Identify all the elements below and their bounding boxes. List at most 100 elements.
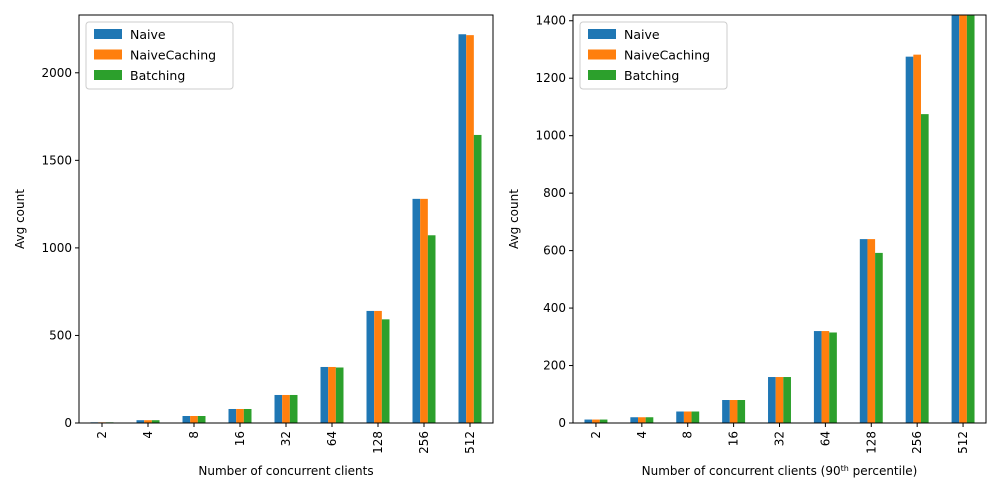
- x-tick-label: 32: [773, 431, 787, 446]
- bar-naive-4: [136, 420, 145, 423]
- bar-naivecaching-128: [374, 310, 382, 423]
- right-bars: [584, 15, 975, 423]
- legend-label-batching: Batching: [130, 68, 185, 83]
- right-y-axis-label: Avg count: [507, 189, 521, 249]
- bar-naive-256: [905, 56, 914, 423]
- bar-naivecaching-16: [729, 400, 738, 423]
- bar-batching-4: [645, 417, 654, 423]
- bar-naivecaching-256: [913, 54, 921, 423]
- right-chart: 0 200 400 600 800 1000 1200 1400 2 4 8 16 32 64 128 25…: [507, 14, 987, 479]
- bar-batching-512: [473, 134, 482, 423]
- x-tick-label: 256: [417, 431, 431, 454]
- bar-batching-256: [427, 235, 436, 423]
- legend-label-naivecaching: NaiveCaching: [624, 48, 710, 63]
- bar-naivecaching-32: [282, 394, 290, 423]
- bar-naive-16: [228, 408, 237, 423]
- bar-batching-8: [197, 416, 206, 423]
- bar-naivecaching-4: [144, 420, 152, 423]
- bar-batching-256: [920, 114, 929, 423]
- y-tick-label: 1400: [535, 14, 566, 28]
- bar-naive-16: [722, 400, 730, 423]
- left-chart: 0 500 1000 1500 2000 2 4 8 16 32 64 128 256 512 Avg …: [13, 14, 494, 478]
- bar-naivecaching-16: [236, 408, 244, 423]
- legend-label-batching: Batching: [624, 68, 679, 83]
- bar-batching-2: [599, 419, 608, 423]
- right-x-axis-label: Number of concurrent clients (90th perce…: [642, 464, 918, 479]
- right-y-axis: 0 200 400 600 800 1000 1200 1400: [535, 14, 573, 430]
- bar-batching-512: [966, 15, 975, 423]
- bar-naive-2: [584, 419, 593, 423]
- right-x-axis-label-sup: th: [841, 464, 849, 473]
- legend-swatch-batching: [94, 70, 122, 80]
- x-tick-label: 8: [187, 431, 201, 439]
- bar-naive-4: [630, 417, 639, 423]
- bar-naivecaching-32: [775, 377, 784, 423]
- bar-naive-8: [182, 416, 191, 423]
- legend-swatch-naive: [588, 29, 616, 39]
- bar-batching-128: [875, 252, 883, 423]
- y-tick-label: 0: [64, 416, 72, 430]
- right-legend: Naive NaiveCaching Batching: [579, 21, 728, 90]
- bar-batching-8: [691, 411, 700, 423]
- x-tick-label: 512: [463, 431, 477, 454]
- bar-batching-16: [243, 408, 252, 423]
- x-tick-label: 128: [864, 431, 878, 454]
- bar-naivecaching-128: [867, 239, 876, 423]
- left-bars: [90, 34, 482, 423]
- bar-naive-512: [458, 34, 467, 423]
- y-tick-label: 1500: [41, 153, 72, 167]
- x-tick-label: 128: [371, 431, 385, 454]
- bar-naivecaching-2: [592, 419, 600, 423]
- bar-batching-4: [151, 420, 160, 423]
- y-tick-label: 1200: [535, 71, 566, 85]
- legend-swatch-naivecaching: [94, 49, 122, 60]
- x-tick-label: 16: [727, 431, 741, 446]
- bar-batching-16: [737, 400, 746, 423]
- bar-naive-256: [412, 198, 421, 423]
- legend-swatch-naivecaching: [588, 49, 616, 60]
- x-tick-label: 4: [141, 431, 155, 439]
- bar-naive-8: [676, 411, 684, 423]
- x-tick-label: 4: [635, 431, 649, 439]
- x-tick-label: 256: [910, 431, 924, 454]
- bar-naive-512: [951, 15, 960, 423]
- bar-naivecaching-512: [959, 15, 967, 423]
- bar-naivecaching-8: [683, 411, 692, 423]
- bar-naivecaching-4: [638, 417, 646, 423]
- y-tick-label: 800: [543, 186, 566, 200]
- bar-naivecaching-64: [821, 331, 830, 423]
- bar-batching-64: [335, 367, 344, 423]
- left-x-axis: 2 4 8 16 32 64 128 256 512: [95, 423, 477, 454]
- bar-batching-64: [829, 332, 837, 423]
- left-y-axis: 0 500 1000 1500 2000: [41, 66, 79, 430]
- y-tick-label: 2000: [41, 66, 72, 80]
- bar-batching-32: [783, 377, 791, 423]
- bar-naive-128: [366, 310, 375, 423]
- x-tick-label: 16: [233, 431, 247, 446]
- y-tick-label: 1000: [535, 129, 566, 143]
- y-tick-label: 600: [543, 244, 566, 258]
- bar-naivecaching-256: [420, 198, 428, 423]
- legend-swatch-naive: [94, 29, 122, 39]
- y-tick-label: 400: [543, 301, 566, 315]
- left-x-axis-label: Number of concurrent clients: [198, 464, 373, 478]
- legend-box: [85, 21, 234, 90]
- y-tick-label: 200: [543, 359, 566, 373]
- x-tick-label: 64: [818, 431, 832, 446]
- legend-swatch-batching: [588, 70, 616, 80]
- y-tick-label: 0: [558, 416, 566, 430]
- y-tick-label: 1000: [41, 241, 72, 255]
- left-y-axis-label: Avg count: [13, 189, 27, 249]
- x-tick-label: 2: [589, 431, 603, 439]
- bar-naive-32: [274, 394, 283, 423]
- bar-naive-32: [768, 377, 776, 423]
- x-tick-label: 64: [325, 431, 339, 446]
- bar-batching-32: [289, 394, 298, 423]
- x-tick-label: 8: [681, 431, 695, 439]
- bar-naive-64: [813, 331, 822, 423]
- bar-naivecaching-8: [190, 416, 198, 423]
- right-x-axis-label-suffix: percentile): [849, 464, 918, 478]
- bar-naivecaching-512: [466, 35, 474, 423]
- right-x-axis-label-prefix: Number of concurrent clients (90: [642, 464, 841, 478]
